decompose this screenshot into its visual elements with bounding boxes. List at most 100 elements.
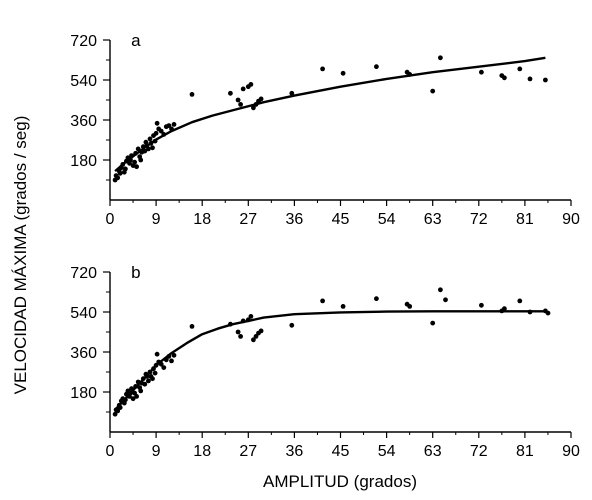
data-point bbox=[130, 396, 136, 402]
data-point bbox=[253, 334, 259, 339]
y-tick-label: 720 bbox=[70, 33, 97, 50]
x-tick-label: 0 bbox=[106, 211, 115, 228]
panel-b: 0 9 18 27 36 45 54 63 72 81 90 180 360 540 720 b bbox=[70, 263, 580, 460]
data-point bbox=[169, 358, 174, 364]
data-point bbox=[158, 128, 164, 134]
data-point bbox=[123, 166, 128, 172]
data-point bbox=[240, 86, 246, 92]
data-point bbox=[289, 90, 295, 96]
x-tick-label: 72 bbox=[470, 211, 488, 228]
data-point bbox=[502, 75, 507, 81]
x-tick-label: 45 bbox=[332, 443, 350, 460]
y-tick-label: 540 bbox=[70, 305, 97, 322]
data-point bbox=[248, 82, 254, 87]
fit-curve bbox=[114, 310, 546, 411]
data-point bbox=[142, 381, 148, 387]
data-point bbox=[527, 76, 533, 82]
data-point bbox=[517, 298, 523, 304]
x-tick-label: 36 bbox=[286, 211, 304, 228]
data-point bbox=[235, 97, 241, 103]
data-point bbox=[479, 69, 484, 75]
data-point bbox=[545, 310, 551, 316]
panel-label: a bbox=[131, 31, 141, 50]
y-tick-label: 360 bbox=[70, 113, 97, 130]
data-point bbox=[430, 88, 436, 94]
data-point bbox=[289, 322, 295, 328]
data-point bbox=[146, 378, 151, 384]
x-tick-label: 72 bbox=[470, 443, 488, 460]
data-point bbox=[171, 352, 177, 358]
data-point bbox=[161, 365, 167, 370]
data-point bbox=[138, 157, 144, 163]
data-point bbox=[340, 70, 346, 76]
data-point bbox=[502, 306, 507, 312]
y-tick-label: 720 bbox=[70, 265, 97, 282]
data-point bbox=[374, 296, 379, 302]
data-point bbox=[320, 298, 325, 304]
x-tick-label: 18 bbox=[193, 443, 211, 460]
data-point bbox=[228, 90, 233, 96]
data-point bbox=[248, 314, 254, 319]
data-point bbox=[134, 164, 140, 170]
x-tick-label: 81 bbox=[516, 211, 534, 228]
y-tick-label: 540 bbox=[70, 73, 97, 90]
x-tick-label: 63 bbox=[424, 443, 442, 460]
data-point bbox=[320, 66, 325, 72]
x-tick-label: 0 bbox=[106, 443, 115, 460]
data-point bbox=[543, 77, 548, 83]
data-point bbox=[115, 175, 121, 181]
data-point bbox=[153, 130, 159, 136]
x-tick-label: 54 bbox=[378, 443, 396, 460]
data-point bbox=[438, 287, 443, 293]
data-point bbox=[150, 145, 155, 151]
y-tick-label: 360 bbox=[70, 345, 97, 362]
data-point bbox=[154, 120, 160, 126]
data-point bbox=[166, 123, 172, 128]
data-point bbox=[251, 105, 256, 111]
x-tick-label: 54 bbox=[378, 211, 396, 228]
x-axis-title: AMPLITUD (grados) bbox=[263, 472, 417, 491]
data-point bbox=[150, 376, 155, 382]
data-point bbox=[154, 351, 160, 357]
y-tick-label: 180 bbox=[70, 153, 97, 170]
data-point bbox=[258, 328, 264, 334]
data-point bbox=[171, 122, 177, 127]
data-point bbox=[134, 394, 140, 399]
y-tick-label: 180 bbox=[70, 385, 97, 402]
data-point bbox=[340, 304, 346, 309]
data-point bbox=[146, 146, 151, 152]
data-point bbox=[430, 320, 436, 326]
x-tick-label: 27 bbox=[239, 211, 257, 228]
x-tick-label: 9 bbox=[152, 443, 161, 460]
data-point bbox=[117, 170, 123, 176]
x-tick-label: 81 bbox=[516, 443, 534, 460]
panel-a: 0 9 18 27 36 45 54 63 72 81 90 180 360 540 720 a bbox=[70, 31, 580, 228]
x-tick-label: 18 bbox=[193, 211, 211, 228]
data-point bbox=[132, 159, 138, 165]
data-point bbox=[238, 102, 244, 107]
data-point bbox=[517, 66, 523, 72]
data-point bbox=[258, 96, 264, 102]
data-point bbox=[374, 64, 379, 70]
data-point bbox=[238, 334, 244, 339]
data-point bbox=[189, 324, 195, 329]
data-point bbox=[235, 329, 241, 335]
data-point bbox=[251, 337, 256, 343]
x-tick-label: 63 bbox=[424, 211, 442, 228]
x-tick-label: 9 bbox=[152, 211, 161, 228]
data-point bbox=[112, 411, 118, 417]
data-point bbox=[438, 55, 443, 61]
x-tick-label: 90 bbox=[562, 211, 580, 228]
fit-curve bbox=[114, 56, 546, 173]
x-tick-label: 45 bbox=[332, 211, 350, 228]
data-point bbox=[189, 92, 195, 97]
data-point bbox=[479, 302, 484, 308]
x-tick-label: 36 bbox=[286, 443, 304, 460]
data-point bbox=[443, 297, 448, 303]
y-axis-title: VELOCIDAD MÁXIMA (grados / seg) bbox=[11, 116, 30, 395]
x-tick-label: 27 bbox=[239, 443, 257, 460]
data-point bbox=[138, 388, 144, 394]
data-point bbox=[152, 370, 158, 376]
panel-label: b bbox=[131, 263, 140, 282]
x-tick-label: 90 bbox=[562, 443, 580, 460]
